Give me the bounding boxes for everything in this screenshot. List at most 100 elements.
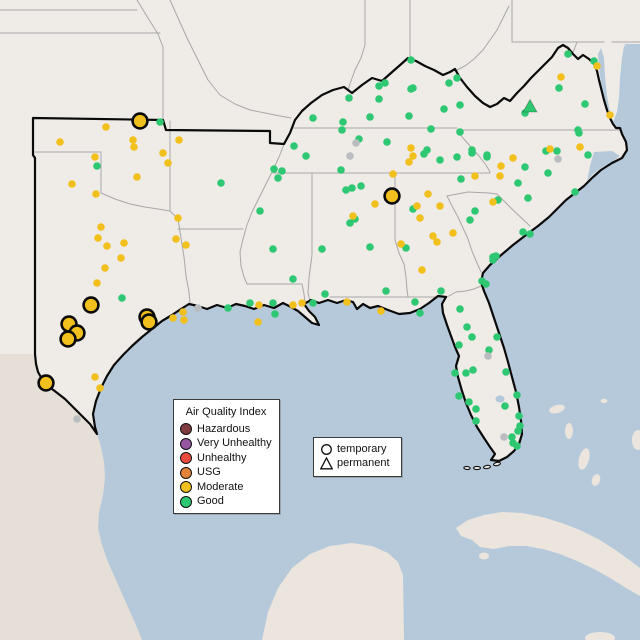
station-dot bbox=[309, 299, 317, 307]
station-dot bbox=[453, 74, 461, 82]
station-dot bbox=[91, 153, 99, 161]
temporary-station-marker bbox=[82, 296, 100, 314]
station-dot bbox=[555, 84, 563, 92]
lake-okeechobee bbox=[495, 395, 505, 403]
station-dot bbox=[413, 202, 421, 210]
station-dot bbox=[217, 179, 225, 187]
station-dot bbox=[472, 417, 480, 425]
station-dot bbox=[93, 162, 101, 170]
station-dot bbox=[129, 136, 137, 144]
station-dot bbox=[457, 175, 465, 183]
aqi-item-label: Very Unhealthy bbox=[197, 437, 272, 449]
aqi-legend: Air Quality Index Hazardous Very Unhealth… bbox=[173, 399, 280, 514]
station-dot bbox=[429, 232, 437, 240]
station-dot bbox=[343, 298, 351, 306]
florida-keys bbox=[463, 461, 501, 471]
station-dot bbox=[164, 159, 172, 167]
station-dot bbox=[581, 100, 589, 108]
station-dot bbox=[94, 234, 102, 242]
station-dot bbox=[514, 427, 522, 435]
station-dot bbox=[553, 147, 561, 155]
station-dot bbox=[469, 366, 477, 374]
station-dot bbox=[416, 214, 424, 222]
aqi-swatch-icon bbox=[180, 466, 192, 479]
station-dot bbox=[169, 314, 177, 322]
jamaica-land bbox=[585, 632, 615, 640]
station-dot bbox=[383, 138, 391, 146]
station-dot bbox=[274, 174, 282, 182]
station-dot bbox=[254, 318, 262, 326]
station-dot bbox=[593, 62, 601, 70]
station-dot bbox=[357, 182, 365, 190]
station-dot bbox=[278, 167, 286, 175]
station-dot bbox=[269, 299, 277, 307]
station-dot bbox=[500, 433, 508, 441]
aqi-swatch-icon bbox=[180, 437, 192, 450]
temporary-station-marker bbox=[131, 112, 149, 130]
station-dot bbox=[180, 316, 188, 324]
station-dot bbox=[117, 254, 125, 262]
yucatan-land bbox=[262, 543, 404, 640]
station-dot bbox=[514, 179, 522, 187]
aqi-swatch-icon bbox=[180, 481, 192, 493]
station-type-legend: temporary permanent bbox=[313, 437, 402, 477]
station-dot bbox=[574, 126, 582, 134]
station-dot bbox=[73, 415, 81, 423]
station-dot bbox=[576, 143, 584, 151]
station-dot bbox=[526, 230, 534, 238]
station-dot bbox=[175, 136, 183, 144]
mexico-land bbox=[0, 354, 142, 640]
station-dot bbox=[309, 114, 317, 122]
station-dot bbox=[484, 352, 492, 360]
station-dot bbox=[513, 391, 521, 399]
temporary-station-marker bbox=[383, 187, 401, 205]
station-dot bbox=[482, 280, 490, 288]
station-dot bbox=[468, 333, 476, 341]
station-dot bbox=[345, 94, 353, 102]
station-dot bbox=[472, 405, 480, 413]
station-dot bbox=[339, 118, 347, 126]
station-dot bbox=[397, 240, 405, 248]
station-dot bbox=[120, 239, 128, 247]
station-dot bbox=[508, 433, 516, 441]
aqi-legend-items: Hazardous Very Unhealthy Unhealthy USG Moder… bbox=[180, 422, 272, 509]
station-dot bbox=[182, 241, 190, 249]
delaware-bay bbox=[624, 44, 640, 58]
station-dot bbox=[437, 287, 445, 295]
aqi-legend-title: Air Quality Index bbox=[185, 406, 267, 418]
station-dot bbox=[156, 118, 164, 126]
station-dot bbox=[56, 138, 64, 146]
station-dot bbox=[130, 143, 138, 151]
station-dot bbox=[564, 50, 572, 58]
station-type-item-temporary: temporary bbox=[320, 442, 395, 456]
temporary-station-marker bbox=[37, 374, 55, 392]
station-dot bbox=[436, 202, 444, 210]
aqi-legend-item-usg: USG bbox=[180, 466, 272, 480]
station-dot bbox=[521, 163, 529, 171]
station-dot bbox=[423, 146, 431, 154]
station-dot bbox=[174, 214, 182, 222]
station-dot bbox=[289, 275, 297, 283]
station-dot bbox=[93, 279, 101, 287]
station-dot bbox=[269, 245, 277, 253]
station-dot bbox=[407, 56, 415, 64]
station-dot bbox=[321, 290, 329, 298]
station-dot bbox=[440, 105, 448, 113]
aqi-legend-item-moderate: Moderate bbox=[180, 480, 272, 494]
station-dot bbox=[133, 173, 141, 181]
station-dot bbox=[471, 207, 479, 215]
station-dot bbox=[519, 228, 527, 236]
station-dot bbox=[483, 151, 491, 159]
station-dot bbox=[485, 346, 493, 354]
station-dot bbox=[270, 165, 278, 173]
bahamas-islands bbox=[549, 398, 640, 486]
station-dot bbox=[346, 152, 354, 160]
permanent-station-marker bbox=[522, 98, 538, 113]
isle-of-youth bbox=[479, 552, 489, 560]
station-dot bbox=[449, 229, 457, 237]
station-dot bbox=[256, 207, 264, 215]
aqi-swatch-icon bbox=[180, 452, 192, 464]
station-dot bbox=[501, 402, 509, 410]
